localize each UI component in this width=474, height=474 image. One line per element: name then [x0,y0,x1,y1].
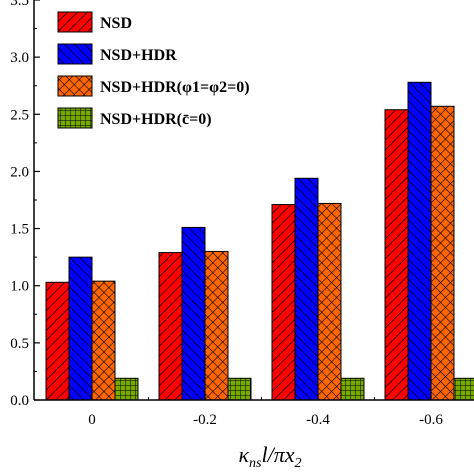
x-tick-label: -0.4 [306,412,330,428]
bar-nsd-hdr-c-0--1 [227,377,252,401]
y-tick-label: 2.5 [10,107,29,123]
bar-nsd-1 [158,252,183,401]
x-tick-label: 0 [88,412,96,428]
bars-group [45,81,474,401]
legend-label: NSD [100,15,132,32]
bar-nsd-0 [45,281,70,401]
legend: NSD NSD+HDR NSD+HDR(φ1=φ2=0) NSD+HDR(c̄=0) [57,11,250,129]
bar-nsd-hdr-3 [407,81,432,401]
bar-nsd-hdr-1-2-0--2 [317,202,342,401]
bar-nsd-2 [271,204,296,401]
legend-label: NSD+HDR(φ1=φ2=0) [100,79,250,96]
y-tick-label: 1.0 [10,279,29,295]
bar-nsd-hdr-1 [181,226,206,401]
bar-nsd-hdr-1-2-0--3 [430,105,455,401]
y-tick-label: 0.0 [10,393,29,409]
legend-swatch [57,107,93,129]
bar-nsd-3 [384,109,409,401]
bar-nsd-hdr-c-0--2 [340,377,365,401]
y-tick-label: 3.5 [10,0,29,9]
x-tick-label: -0.6 [419,412,443,428]
bar-nsd-hdr-0 [68,256,93,401]
bar-nsd-hdr-1-2-0--1 [204,250,229,401]
x-tick-label: -0.2 [193,412,217,428]
axes-group: 0.0 0.5 1.0 1.5 2.0 2.5 3.0 3.5 0 -0.2 -0.4 -0.6 [10,0,474,428]
legend-swatch [57,43,93,65]
y-tick-label: 2.0 [10,164,29,180]
legend-label: NSD+HDR(c̄=0) [100,111,212,128]
bar-nsd-hdr-c-0--3 [453,377,474,401]
y-tick-label: 1.5 [10,222,29,238]
bar-nsd-hdr-1-2-0--0 [91,280,116,401]
legend-label: NSD+HDR [100,47,177,64]
legend-swatch [57,11,93,33]
y-tick-label: 3.0 [10,50,29,66]
bar-nsd-hdr-2 [294,177,319,401]
y-tick-label: 0.5 [10,336,29,352]
bar-nsd-hdr-c-0--0 [114,377,139,401]
legend-swatch [57,75,93,97]
x-axis-title: κnsl/πx2 [238,442,301,471]
